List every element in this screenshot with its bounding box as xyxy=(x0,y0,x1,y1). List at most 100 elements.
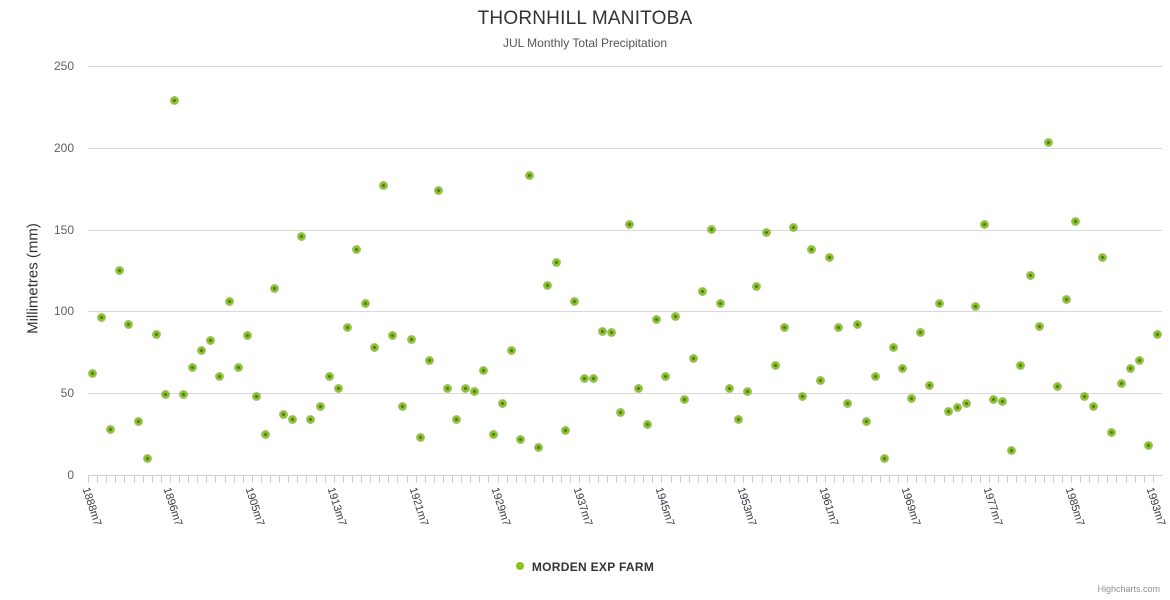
data-point[interactable] xyxy=(180,391,188,399)
data-point[interactable] xyxy=(225,298,233,306)
data-point[interactable] xyxy=(343,324,351,332)
data-point[interactable] xyxy=(607,329,615,337)
data-point[interactable] xyxy=(207,337,215,345)
data-point[interactable] xyxy=(735,415,743,423)
data-point[interactable] xyxy=(544,281,552,289)
data-point[interactable] xyxy=(744,388,752,396)
data-point[interactable] xyxy=(598,327,606,335)
data-point[interactable] xyxy=(189,363,197,371)
data-point[interactable] xyxy=(798,392,806,400)
data-point[interactable] xyxy=(98,314,106,322)
data-point[interactable] xyxy=(917,329,925,337)
data-point[interactable] xyxy=(471,388,479,396)
data-point[interactable] xyxy=(416,433,424,441)
data-point[interactable] xyxy=(653,316,661,324)
data-point[interactable] xyxy=(671,312,679,320)
data-point[interactable] xyxy=(280,410,288,418)
data-point[interactable] xyxy=(261,430,269,438)
data-point[interactable] xyxy=(170,96,178,104)
data-point[interactable] xyxy=(125,320,133,328)
data-point[interactable] xyxy=(252,392,260,400)
data-point[interactable] xyxy=(953,404,961,412)
data-point[interactable] xyxy=(1135,356,1143,364)
data-point[interactable] xyxy=(1072,217,1080,225)
data-point[interactable] xyxy=(1017,361,1025,369)
data-point[interactable] xyxy=(116,267,124,274)
data-point[interactable] xyxy=(635,384,643,392)
data-point[interactable] xyxy=(89,370,97,378)
data-point[interactable] xyxy=(134,417,142,425)
data-point[interactable] xyxy=(1008,446,1016,454)
data-point[interactable] xyxy=(871,373,879,381)
data-point[interactable] xyxy=(425,356,433,364)
data-point[interactable] xyxy=(216,373,224,381)
data-point[interactable] xyxy=(580,374,588,382)
data-point[interactable] xyxy=(1053,383,1061,391)
data-point[interactable] xyxy=(762,229,770,237)
data-point[interactable] xyxy=(644,420,652,428)
data-point[interactable] xyxy=(516,435,524,443)
data-point[interactable] xyxy=(535,443,543,451)
data-point[interactable] xyxy=(717,299,725,307)
data-point[interactable] xyxy=(316,402,324,410)
data-point[interactable] xyxy=(152,330,160,338)
data-point[interactable] xyxy=(234,363,242,371)
data-point[interactable] xyxy=(890,343,897,351)
data-point[interactable] xyxy=(817,376,825,384)
data-point[interactable] xyxy=(453,415,461,423)
data-point[interactable] xyxy=(981,221,989,229)
data-point[interactable] xyxy=(1153,330,1161,338)
data-point[interactable] xyxy=(990,396,998,404)
data-point[interactable] xyxy=(1090,402,1098,410)
data-point[interactable] xyxy=(1062,296,1070,304)
credits-link[interactable]: Highcharts.com xyxy=(1097,584,1160,594)
data-point[interactable] xyxy=(1126,365,1134,373)
data-point[interactable] xyxy=(489,430,497,438)
data-point[interactable] xyxy=(908,394,916,402)
data-point[interactable] xyxy=(662,373,670,381)
data-point[interactable] xyxy=(371,343,379,351)
data-point[interactable] xyxy=(862,417,870,425)
data-point[interactable] xyxy=(1117,379,1125,387)
data-point[interactable] xyxy=(525,172,533,180)
data-point[interactable] xyxy=(1081,392,1089,400)
data-point[interactable] xyxy=(944,407,952,415)
data-point[interactable] xyxy=(507,347,515,355)
data-point[interactable] xyxy=(698,288,706,296)
data-point[interactable] xyxy=(562,427,570,435)
data-point[interactable] xyxy=(398,402,406,410)
data-point[interactable] xyxy=(444,384,452,392)
data-point[interactable] xyxy=(753,283,761,291)
data-point[interactable] xyxy=(1035,322,1043,330)
data-point[interactable] xyxy=(899,365,907,373)
data-point[interactable] xyxy=(498,399,506,407)
data-point[interactable] xyxy=(362,299,370,307)
data-point[interactable] xyxy=(161,391,169,399)
legend-item-morden-exp-farm[interactable]: MORDEN EXP FARM xyxy=(515,560,654,574)
data-point[interactable] xyxy=(1099,253,1107,261)
data-point[interactable] xyxy=(962,399,970,407)
data-point[interactable] xyxy=(689,355,697,363)
data-point[interactable] xyxy=(789,224,797,232)
data-point[interactable] xyxy=(1108,428,1116,436)
data-point[interactable] xyxy=(1144,442,1152,450)
data-point[interactable] xyxy=(271,284,279,292)
data-point[interactable] xyxy=(826,253,834,261)
data-point[interactable] xyxy=(198,347,206,355)
data-point[interactable] xyxy=(626,221,634,229)
data-point[interactable] xyxy=(389,332,397,340)
data-point[interactable] xyxy=(334,384,342,392)
data-point[interactable] xyxy=(844,399,852,407)
data-point[interactable] xyxy=(971,302,979,310)
data-point[interactable] xyxy=(289,415,297,423)
data-point[interactable] xyxy=(780,324,788,332)
data-point[interactable] xyxy=(835,324,843,332)
data-point[interactable] xyxy=(434,186,442,194)
data-point[interactable] xyxy=(1044,139,1052,147)
data-point[interactable] xyxy=(325,373,333,381)
data-point[interactable] xyxy=(462,384,470,392)
data-point[interactable] xyxy=(935,299,943,307)
data-point[interactable] xyxy=(616,409,624,417)
data-point[interactable] xyxy=(407,335,415,343)
data-point[interactable] xyxy=(880,455,888,463)
